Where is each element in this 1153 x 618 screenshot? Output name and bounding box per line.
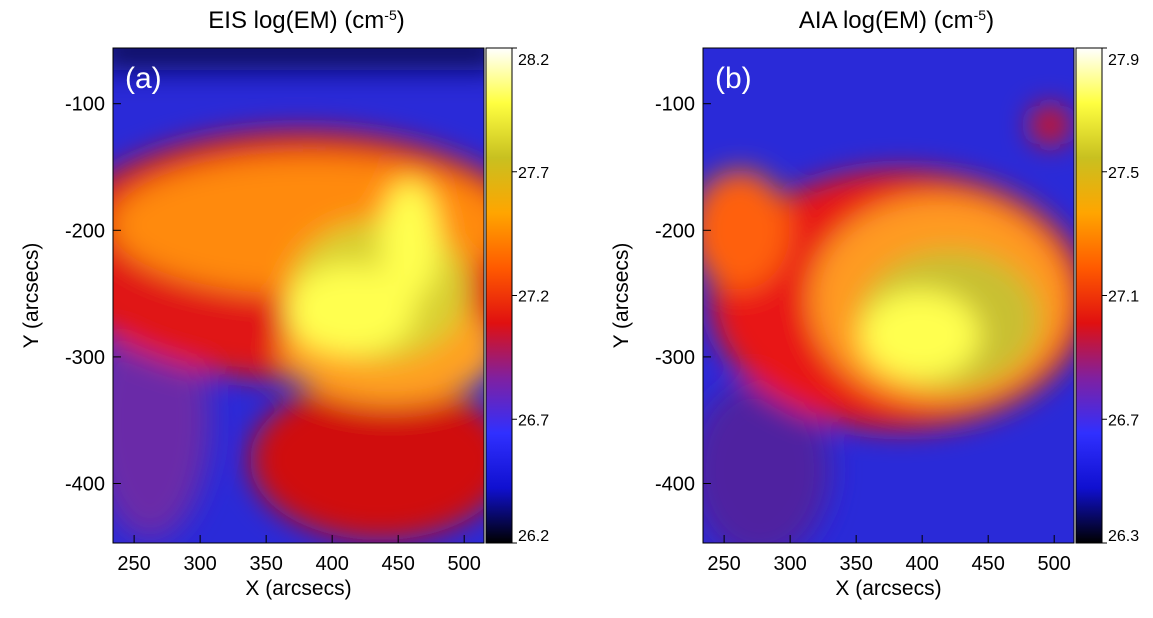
x-tick-label: 500 [1038,553,1071,575]
y-axis-label: Y (arcsecs) [610,243,633,349]
x-tick-label: 250 [707,553,740,575]
x-axis-label: X (arcsecs) [245,577,351,600]
x-tick-label: 400 [905,553,938,575]
y-tick-label: -100 [65,94,105,116]
title-part: EIS log(EM) (cm [208,7,384,34]
colorbar-tick-label: 27.1 [1108,289,1139,306]
heatmap-image [113,48,484,543]
y-tick-label: -400 [655,473,695,495]
y-tick-label: -100 [655,94,695,116]
title-part: AIA log(EM) (cm [799,7,974,34]
heatmap-image [703,48,1074,543]
x-tick-label: 400 [315,553,348,575]
x-tick-label: 250 [117,553,150,575]
y-tick-label: -200 [655,220,695,242]
plot-frame [702,47,1075,544]
x-tick-label: 450 [971,553,1004,575]
colorbar [1075,47,1103,544]
panel-label: (a) [125,62,162,95]
x-axis-label: X (arcsecs) [835,577,941,600]
x-tick-label: 300 [183,553,216,575]
plot-frame [112,47,485,544]
colorbar-tick-label: 28.2 [518,52,549,69]
y-tick-label: -300 [65,347,105,369]
panel-label: (b) [715,62,752,95]
chart-title: EIS log(EM) (cm-5) [208,7,404,34]
chart-title: AIA log(EM) (cm-5) [799,7,994,34]
x-tick-label: 300 [773,553,806,575]
y-tick-label: -300 [655,347,695,369]
y-axis-label: Y (arcsecs) [20,243,43,349]
colorbar-tick-label: 26.7 [518,412,549,429]
title-superscript: -5 [974,7,987,23]
colorbar-tick-label: 26.2 [518,528,549,545]
y-tick-label: -200 [65,220,105,242]
colorbar [485,47,513,544]
colorbar-tick-label: 26.3 [1108,528,1139,545]
x-tick-label: 350 [249,553,282,575]
colorbar-tick-label: 27.9 [1108,52,1139,69]
colorbar-tick-label: 27.7 [518,165,549,182]
title-part: ) [397,7,405,34]
colorbar-tick-label: 27.2 [518,289,549,306]
x-tick-label: 350 [839,553,872,575]
colorbar-tick-label: 27.5 [1108,165,1139,182]
x-tick-label: 500 [448,553,481,575]
colorbar-tick-label: 26.7 [1108,412,1139,429]
y-tick-label: -400 [65,473,105,495]
title-part: ) [986,7,994,34]
x-tick-label: 450 [381,553,414,575]
title-superscript: -5 [384,7,397,23]
